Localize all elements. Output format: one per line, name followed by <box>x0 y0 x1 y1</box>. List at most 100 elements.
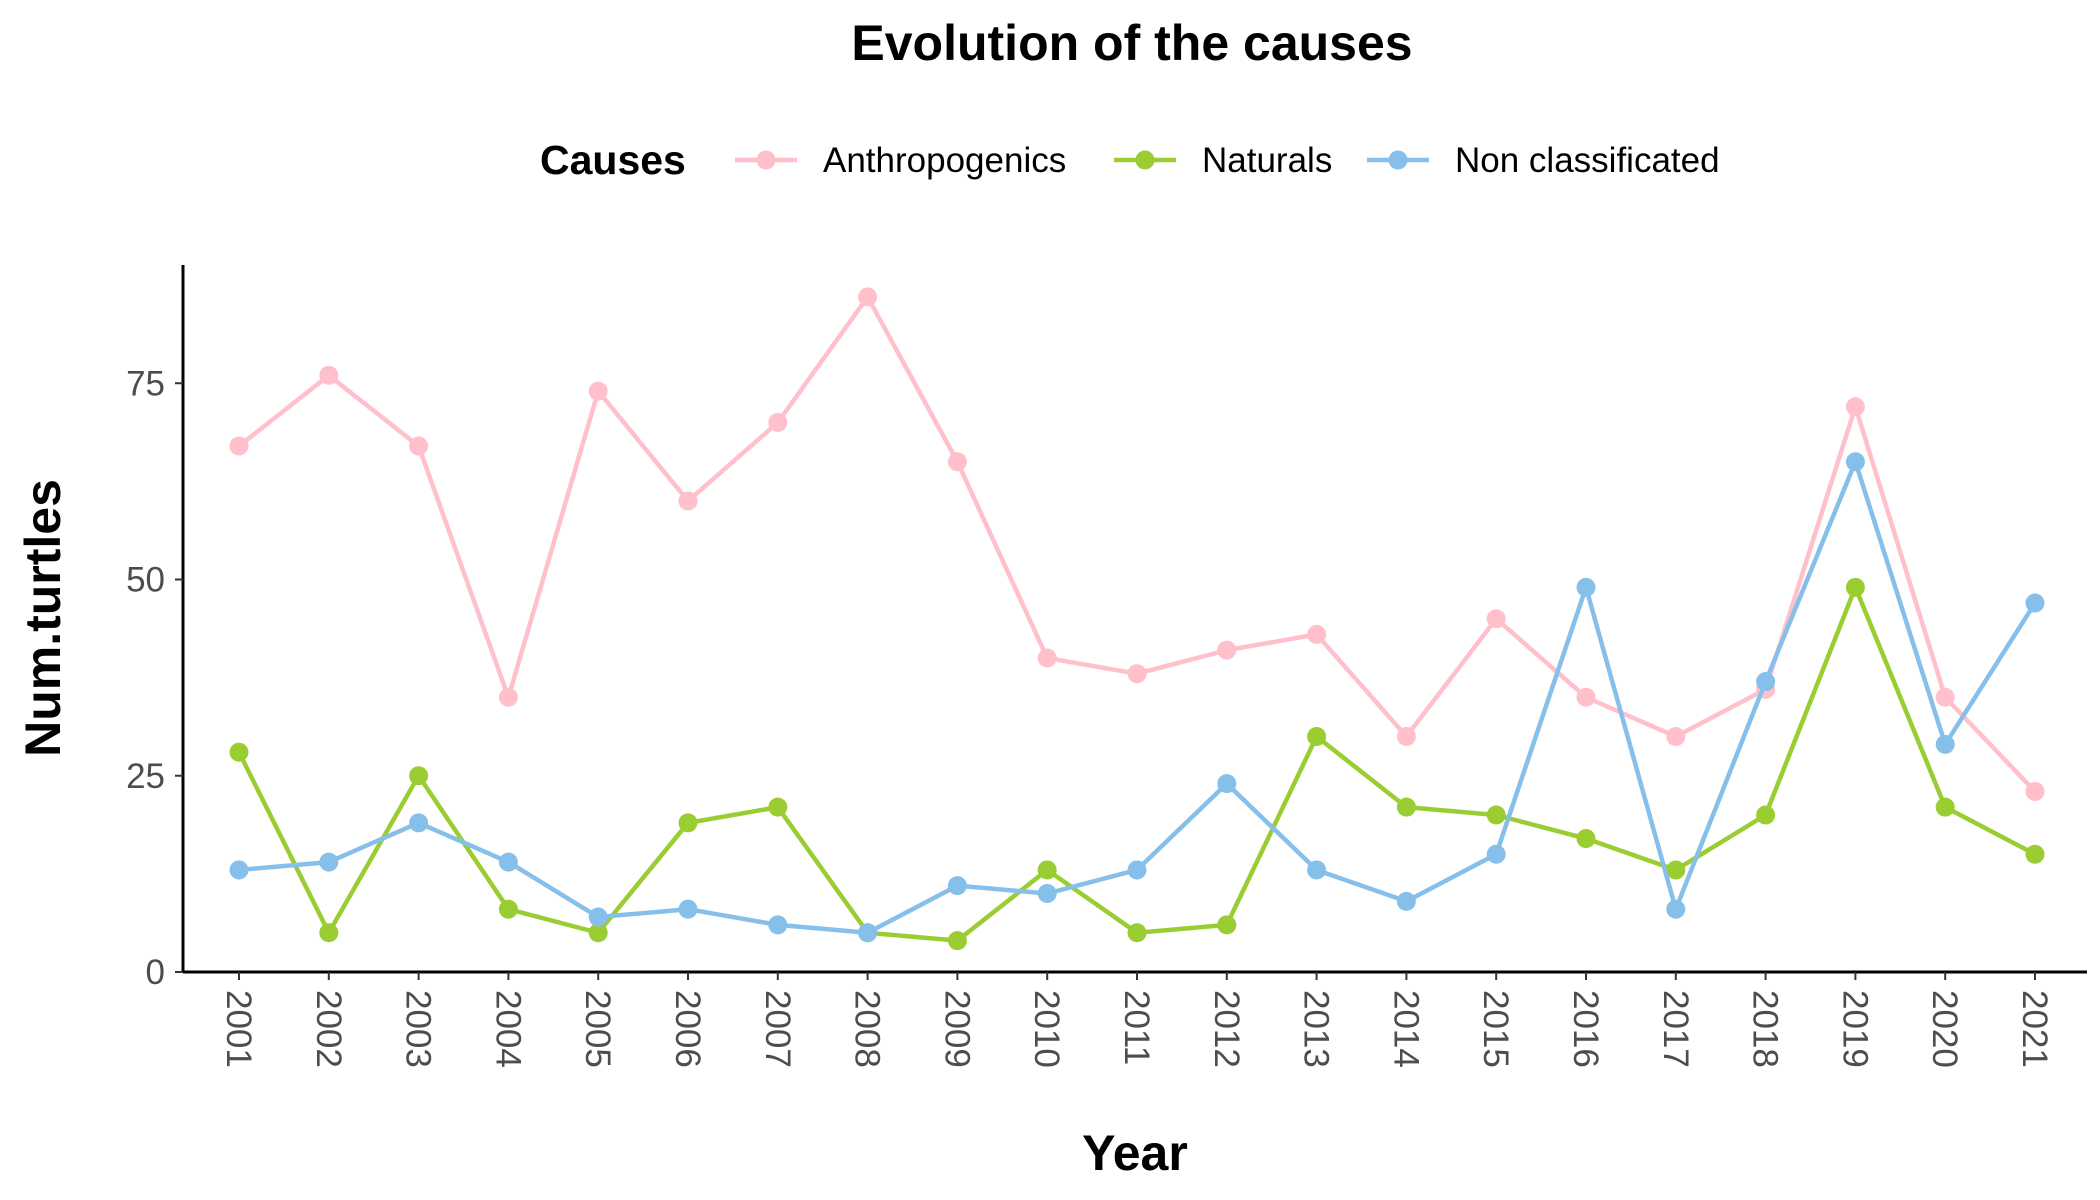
data-point-anthropogenics <box>409 436 429 456</box>
data-point-non-classificated <box>229 860 249 880</box>
x-tick-label: 2009 <box>937 990 976 1068</box>
legend-item-non-classificated: Non classificated <box>1367 141 1720 180</box>
data-point-naturals <box>229 742 249 762</box>
legend-label: Naturals <box>1202 141 1332 180</box>
data-point-anthropogenics <box>1217 640 1237 660</box>
legend-key-point <box>1388 150 1408 170</box>
series-non-classificated <box>229 452 2045 943</box>
legend-key-point <box>756 150 776 170</box>
x-tick-label: 2006 <box>668 990 707 1068</box>
x-tick-label: 2014 <box>1386 990 1425 1068</box>
x-tick-label: 2010 <box>1027 990 1066 1068</box>
x-tick-label: 2013 <box>1297 990 1336 1068</box>
legend: Causes Anthropogenics Naturals Non classif… <box>540 137 1720 183</box>
y-tick-label: 0 <box>146 953 165 992</box>
legend-item-naturals: Naturals <box>1114 141 1332 180</box>
data-point-naturals <box>319 923 339 943</box>
data-point-anthropogenics <box>1037 648 1057 668</box>
data-point-non-classificated <box>858 923 878 943</box>
data-point-naturals <box>1307 727 1327 746</box>
series-line-naturals <box>236 585 2037 943</box>
data-point-anthropogenics <box>498 687 518 707</box>
x-tick-label: 2018 <box>1746 990 1785 1068</box>
data-point-naturals <box>1127 923 1147 943</box>
y-tick-label: 25 <box>126 757 165 796</box>
x-tick-label: 2020 <box>1925 990 1964 1068</box>
x-tick-label: 2021 <box>2015 990 2054 1068</box>
y-tick-label: 50 <box>126 561 165 600</box>
x-tick-label: 2008 <box>848 990 887 1068</box>
data-point-naturals <box>1396 797 1416 817</box>
legend-title: Causes <box>540 137 686 183</box>
x-tick-label: 2015 <box>1476 990 1515 1068</box>
data-point-naturals <box>409 766 429 786</box>
data-point-non-classificated <box>409 813 429 833</box>
data-point-non-classificated <box>1396 891 1416 911</box>
plot-area <box>229 287 2045 951</box>
data-point-naturals <box>588 923 608 943</box>
x-tick-label: 2004 <box>488 990 527 1068</box>
series-naturals <box>229 577 2045 951</box>
x-tick-label: 2016 <box>1566 990 1605 1068</box>
legend-label: Non classificated <box>1455 141 1720 180</box>
chart-title: Evolution of the causes <box>851 15 1412 71</box>
data-point-non-classificated <box>1307 860 1327 880</box>
data-point-non-classificated <box>1845 452 1865 472</box>
x-tick-label: 2005 <box>578 990 617 1068</box>
data-point-non-classificated <box>947 876 967 896</box>
data-point-naturals <box>1666 860 1686 880</box>
x-tick-label: 2007 <box>758 990 797 1068</box>
data-point-anthropogenics <box>1666 727 1686 746</box>
data-point-anthropogenics <box>229 436 249 456</box>
data-point-non-classificated <box>588 907 608 927</box>
data-point-non-classificated <box>319 852 339 872</box>
x-tick-label: 2011 <box>1117 990 1156 1065</box>
series-line-anthropogenics <box>237 294 2037 794</box>
x-tick-label: 2017 <box>1656 990 1695 1068</box>
data-point-anthropogenics <box>1307 624 1327 644</box>
data-point-anthropogenics <box>1396 727 1416 746</box>
data-point-non-classificated <box>768 915 788 935</box>
data-point-anthropogenics <box>947 452 967 472</box>
data-point-anthropogenics <box>1127 664 1147 684</box>
series-anthropogenics <box>229 287 2045 801</box>
data-point-naturals <box>1845 577 1865 597</box>
y-axis: 0 25 50 75 <box>126 364 183 992</box>
y-axis-title: Num.turtles <box>15 479 71 757</box>
x-tick-label: 2001 <box>219 990 258 1068</box>
data-point-naturals <box>1576 829 1596 849</box>
x-tick-label: 2012 <box>1207 990 1246 1068</box>
data-point-anthropogenics <box>768 413 788 432</box>
data-point-non-classificated <box>498 852 518 872</box>
data-point-non-classificated <box>678 899 698 919</box>
x-tick-label: 2002 <box>309 990 348 1068</box>
data-point-naturals <box>768 797 788 817</box>
data-point-non-classificated <box>1576 577 1596 597</box>
data-point-naturals <box>1935 797 1955 817</box>
data-point-non-classificated <box>1037 884 1057 903</box>
x-axis: 2001 2002 2003 2004 2005 2006 2007 2008 2009 2010… <box>219 972 2054 1068</box>
data-point-anthropogenics <box>588 381 608 401</box>
data-point-anthropogenics <box>1576 687 1596 707</box>
data-point-anthropogenics <box>678 491 698 511</box>
data-point-anthropogenics <box>858 287 878 307</box>
data-point-non-classificated <box>1666 899 1686 919</box>
legend-key-point <box>1135 150 1155 170</box>
x-tick-label: 2003 <box>399 990 438 1068</box>
x-axis-title: Year <box>1082 1125 1188 1181</box>
data-point-anthropogenics <box>1486 609 1506 629</box>
legend-item-anthropogenics: Anthropogenics <box>735 141 1066 180</box>
data-point-non-classificated <box>1217 774 1237 794</box>
data-point-anthropogenics <box>2025 781 2045 801</box>
data-point-naturals <box>678 813 698 833</box>
data-point-non-classificated <box>1935 734 1955 754</box>
data-point-naturals <box>1217 915 1237 935</box>
data-point-naturals <box>498 899 518 919</box>
data-point-naturals <box>947 931 967 951</box>
data-point-naturals <box>1756 805 1776 825</box>
data-point-non-classificated <box>2025 593 2045 613</box>
data-point-naturals <box>1486 805 1506 825</box>
data-point-naturals <box>2025 844 2045 864</box>
data-point-non-classificated <box>1486 844 1506 864</box>
